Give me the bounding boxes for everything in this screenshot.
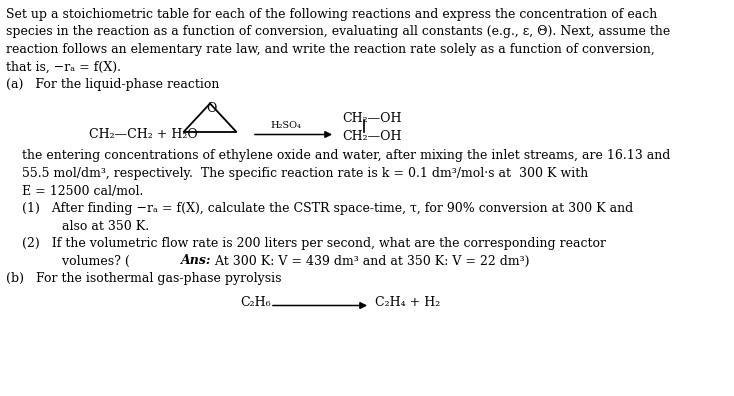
Text: E = 12500 cal/mol.: E = 12500 cal/mol. (6, 185, 143, 198)
Text: that is, −rₐ = f(X).: that is, −rₐ = f(X). (6, 61, 121, 74)
Text: CH₂—OH: CH₂—OH (342, 131, 401, 143)
Text: species in the reaction as a function of conversion, evaluating all constants (e: species in the reaction as a function of… (6, 25, 670, 38)
Text: CH₂—CH₂ + H₂O: CH₂—CH₂ + H₂O (89, 128, 197, 141)
Text: C₂H₆: C₂H₆ (240, 295, 271, 308)
Text: O: O (206, 101, 217, 114)
Text: also at 350 K.: also at 350 K. (6, 219, 149, 232)
Text: (b)   For the isothermal gas-phase pyrolysis: (b) For the isothermal gas-phase pyrolys… (6, 272, 282, 285)
Text: At 300 K: V = 439 dm³ and at 350 K: V = 22 dm³): At 300 K: V = 439 dm³ and at 350 K: V = … (211, 255, 529, 268)
Text: volumes? (: volumes? ( (6, 255, 130, 268)
Text: Ans:: Ans: (181, 255, 211, 268)
Text: C₂H₄ + H₂: C₂H₄ + H₂ (375, 295, 440, 308)
Text: (1)   After finding −rₐ = f(X), calculate the CSTR space-time, τ, for 90% conver: (1) After finding −rₐ = f(X), calculate … (6, 202, 633, 215)
Text: (2)   If the volumetric flow rate is 200 liters per second, what are the corresp: (2) If the volumetric flow rate is 200 l… (6, 237, 606, 250)
Text: reaction follows an elementary rate law, and write the reaction rate solely as a: reaction follows an elementary rate law,… (6, 43, 655, 56)
Text: 55.5 mol/dm³, respectively.  The specific reaction rate is k = 0.1 dm³/mol·s at : 55.5 mol/dm³, respectively. The specific… (6, 167, 588, 180)
Text: H₂SO₄: H₂SO₄ (270, 120, 301, 129)
Text: (a)   For the liquid-phase reaction: (a) For the liquid-phase reaction (6, 78, 219, 91)
Text: CH₂—OH: CH₂—OH (342, 112, 401, 126)
Text: Set up a stoichiometric table for each of the following reactions and express th: Set up a stoichiometric table for each o… (6, 8, 657, 21)
Text: the entering concentrations of ethylene oxide and water, after mixing the inlet : the entering concentrations of ethylene … (6, 150, 670, 162)
